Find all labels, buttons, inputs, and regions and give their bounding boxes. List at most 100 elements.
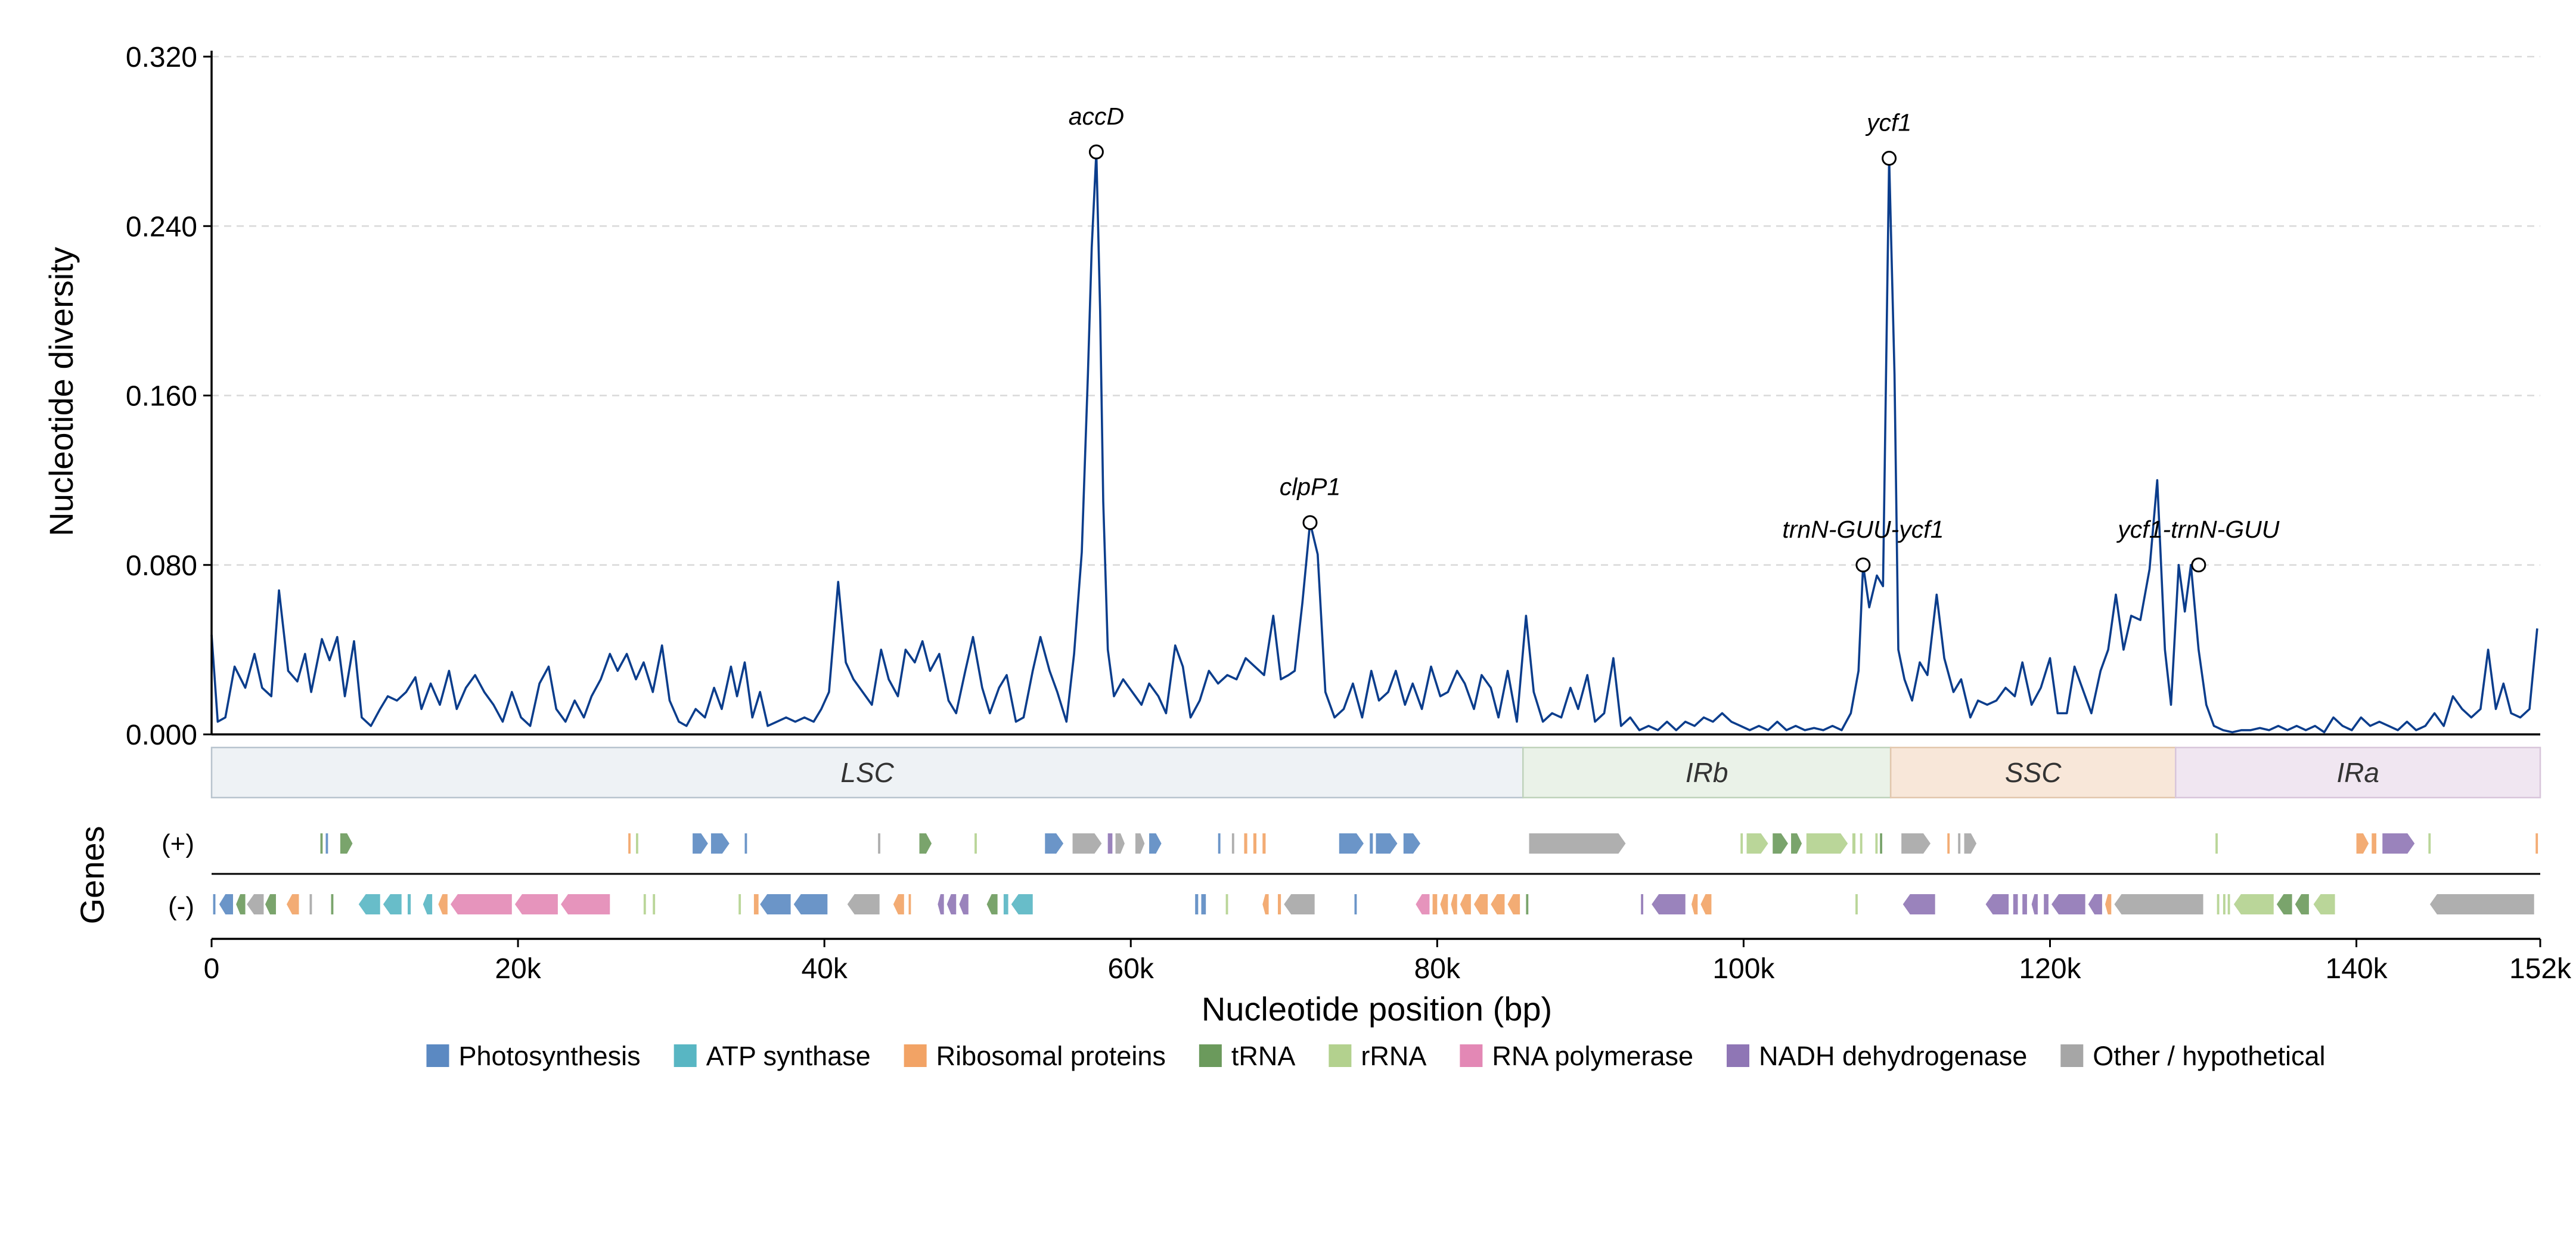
gene-block <box>2535 833 2538 854</box>
gene-block <box>358 894 380 914</box>
gene-block <box>1875 833 1878 854</box>
genes-track-label: Genes <box>73 826 111 925</box>
gene-block <box>2052 894 2085 914</box>
gene-block <box>2372 833 2376 854</box>
gene-block <box>1902 894 1935 914</box>
gene-block <box>2215 833 2218 854</box>
gene-block <box>1451 894 1457 914</box>
gene-block <box>1432 894 1438 914</box>
legend-item: RNA polymerase <box>1460 1041 1693 1071</box>
gene-block <box>1149 833 1162 854</box>
genome-regions-track: LSC IRb SSC IRa <box>210 746 2541 799</box>
region-block <box>210 746 1524 799</box>
gene-block <box>2105 894 2112 914</box>
gene-block <box>919 833 932 854</box>
gene-block <box>340 833 353 854</box>
gene-block <box>1284 894 1315 914</box>
x-axis-ticks: 0 20k 40k 60k 80k 100k 120k 140k 152k <box>204 939 2572 985</box>
gene-block <box>408 894 411 914</box>
gene-block <box>1855 894 1858 914</box>
legend-label: ATP synthase <box>706 1041 871 1071</box>
gene-block <box>1529 833 1626 854</box>
y-axis-ticks: 0.000 0.080 0.160 0.240 0.320 <box>126 42 212 751</box>
gene-block <box>1403 833 1421 854</box>
gene-block <box>1692 894 1698 914</box>
gene-block <box>1244 833 1247 854</box>
legend-label: Other / hypothetical <box>2093 1041 2325 1071</box>
gene-block <box>847 894 880 914</box>
gene-block <box>2233 894 2274 914</box>
gene-block <box>2428 833 2431 854</box>
gene-block <box>2295 894 2309 914</box>
legend-label: Ribosomal proteins <box>936 1041 1166 1071</box>
legend-item: ATP synthase <box>674 1041 871 1071</box>
gene-block <box>2013 894 2018 914</box>
gene-block <box>974 833 977 854</box>
gene-block <box>946 894 957 914</box>
gene-block <box>2227 894 2230 914</box>
plus-strand-genes <box>320 833 2538 854</box>
gene-block <box>1354 894 1357 914</box>
gene-block <box>1045 833 1064 854</box>
gene-block <box>1740 833 1743 854</box>
gene-block <box>959 894 969 914</box>
x-tick-label: 152k <box>2509 953 2572 985</box>
plus-strand-label: (+) <box>162 829 194 858</box>
y-tick-label: 0.240 <box>126 211 197 243</box>
gene-block <box>2223 894 2226 914</box>
gene-block <box>693 833 708 854</box>
gene-block <box>1860 833 1863 854</box>
peak-marker <box>1882 151 1897 166</box>
gene-block <box>1901 833 1931 854</box>
gene-block <box>1376 833 1398 854</box>
gene-block <box>2382 833 2415 854</box>
gene-block <box>1652 894 1686 914</box>
y-tick-label: 0.080 <box>126 550 197 582</box>
legend: Photosynthesis ATP synthase Ribosomal prot… <box>426 1041 2326 1071</box>
peak-label: ycf1 <box>1865 109 1911 137</box>
minus-strand-label: (-) <box>168 892 194 921</box>
region-label: IRb <box>1686 757 1728 788</box>
gene-block <box>331 894 334 914</box>
gene-block <box>986 894 998 914</box>
gene-block <box>247 894 264 914</box>
y-tick-label: 0.320 <box>126 42 197 73</box>
gene-block <box>514 894 558 914</box>
gene-block <box>2031 894 2038 914</box>
gene-block <box>1262 894 1269 914</box>
gene-block <box>2044 894 2049 914</box>
x-axis-label: Nucleotide position (bp) <box>1202 990 1552 1028</box>
region-label: SSC <box>2005 757 2062 788</box>
legend-swatch <box>1727 1044 1750 1067</box>
gene-block <box>1253 833 1257 854</box>
gene-block <box>1135 833 1145 854</box>
y-tick-label: 0.000 <box>126 719 197 751</box>
gene-block <box>423 894 433 914</box>
legend-swatch <box>904 1044 927 1067</box>
gene-block <box>1806 833 1848 854</box>
region-block <box>1522 746 1892 799</box>
legend-label: rRNA <box>1361 1041 1426 1071</box>
gene-block <box>628 833 631 854</box>
legend-label: RNA polymerase <box>1492 1041 1693 1071</box>
x-tick-label: 0 <box>204 953 220 985</box>
gene-block <box>1072 833 1102 854</box>
gene-block <box>309 894 312 914</box>
gene-block <box>793 894 828 914</box>
x-tick-label: 120k <box>2019 953 2081 985</box>
gene-block <box>1262 833 1266 854</box>
legend-swatch <box>426 1044 449 1067</box>
legend-item: Ribosomal proteins <box>904 1041 1166 1071</box>
gene-block <box>1491 894 1505 914</box>
gene-block <box>1195 894 1199 914</box>
peak-label: ycf1-trnN-GUU <box>2116 516 2279 543</box>
gene-block <box>1218 833 1221 854</box>
diversity-series-line <box>210 151 2538 734</box>
legend-item: rRNA <box>1329 1041 1426 1071</box>
gene-block <box>320 833 323 854</box>
gene-block <box>2429 894 2534 914</box>
gene-block <box>738 894 741 914</box>
gene-block <box>1339 833 1364 854</box>
peak-label: clpP1 <box>1280 473 1341 501</box>
